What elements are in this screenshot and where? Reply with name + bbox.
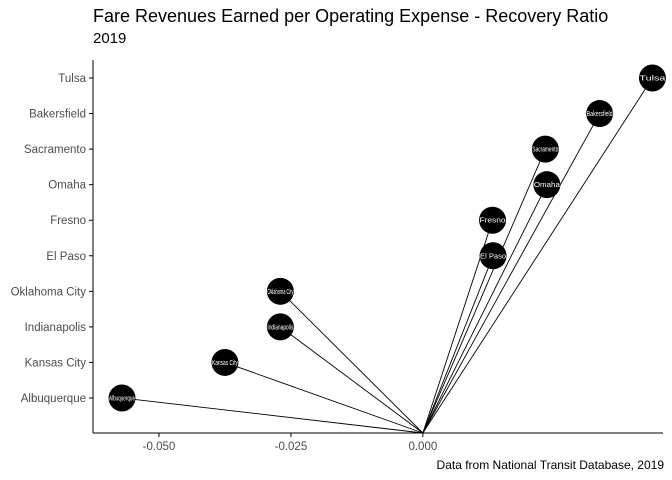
axes-layer: Albuquerque Kansas City Indianapolis Oklaho… (11, 60, 663, 453)
segment-albuquerque (121, 397, 423, 434)
x-tick-label-0: -0.050 (143, 441, 176, 453)
y-tick-label-bakersfield: Bakersfield (29, 109, 86, 121)
segment-el-paso (422, 255, 494, 434)
point-label-omaha: Omaha (534, 182, 560, 189)
point-oklahoma-city (266, 277, 294, 305)
point-label-sacramento: Sacramento (532, 147, 558, 154)
point-label-oklahoma-city: Oklahoma City (267, 289, 293, 296)
segments-layer (121, 77, 653, 434)
point-label-albuquerque: Albuquerque (109, 396, 135, 403)
point-albuquerque (108, 384, 136, 412)
y-tick-label-omaha: Omaha (48, 180, 86, 192)
point-indianapolis (266, 313, 294, 341)
point-fresno (479, 206, 507, 234)
point-bakersfield (586, 100, 614, 128)
chart-subtitle: 2019 (93, 30, 127, 47)
y-tick-label-fresno: Fresno (50, 215, 86, 227)
y-tick-label-oklahoma-city: Oklahoma City (11, 286, 87, 298)
point-label-indianapolis: Indianapolis (267, 324, 293, 331)
segment-omaha (422, 184, 548, 434)
y-tick-label-kansas-city: Kansas City (25, 357, 87, 369)
segment-kansas-city (224, 362, 424, 434)
segment-oklahoma-city (280, 291, 424, 434)
points-layer: Albuquerque Kansas City Indianapolis Oklaho… (108, 64, 666, 412)
segment-indianapolis (280, 326, 424, 434)
point-label-fresno: Fresno (480, 218, 506, 225)
point-sacramento (531, 135, 559, 163)
point-el-paso (479, 242, 507, 270)
chart-title: Fare Revenues Earned per Operating Expen… (93, 6, 609, 26)
y-tick-label-el-paso: El Paso (46, 251, 86, 263)
x-tick-label-2: 0.000 (408, 441, 437, 453)
point-label-kansas-city: Kansas City (212, 360, 238, 367)
point-label-bakersfield: Bakersfield (587, 111, 613, 118)
point-kansas-city (211, 348, 239, 376)
y-tick-label-tulsa: Tulsa (58, 73, 86, 85)
point-label-tulsa: Tulsa (639, 76, 665, 83)
chart-caption: Data from National Transit Database, 201… (436, 458, 664, 472)
point-tulsa (638, 64, 666, 92)
segment-tulsa (422, 77, 653, 434)
segment-bakersfield (422, 113, 601, 434)
point-label-el-paso: El Paso (480, 253, 506, 260)
point-omaha (533, 171, 561, 199)
segment-sacramento (422, 148, 546, 434)
x-tick-label-1: -0.025 (275, 441, 308, 453)
y-tick-label-indianapolis: Indianapolis (25, 322, 87, 334)
y-tick-label-sacramento: Sacramento (24, 144, 86, 156)
y-tick-label-albuquerque: Albuquerque (21, 393, 86, 405)
